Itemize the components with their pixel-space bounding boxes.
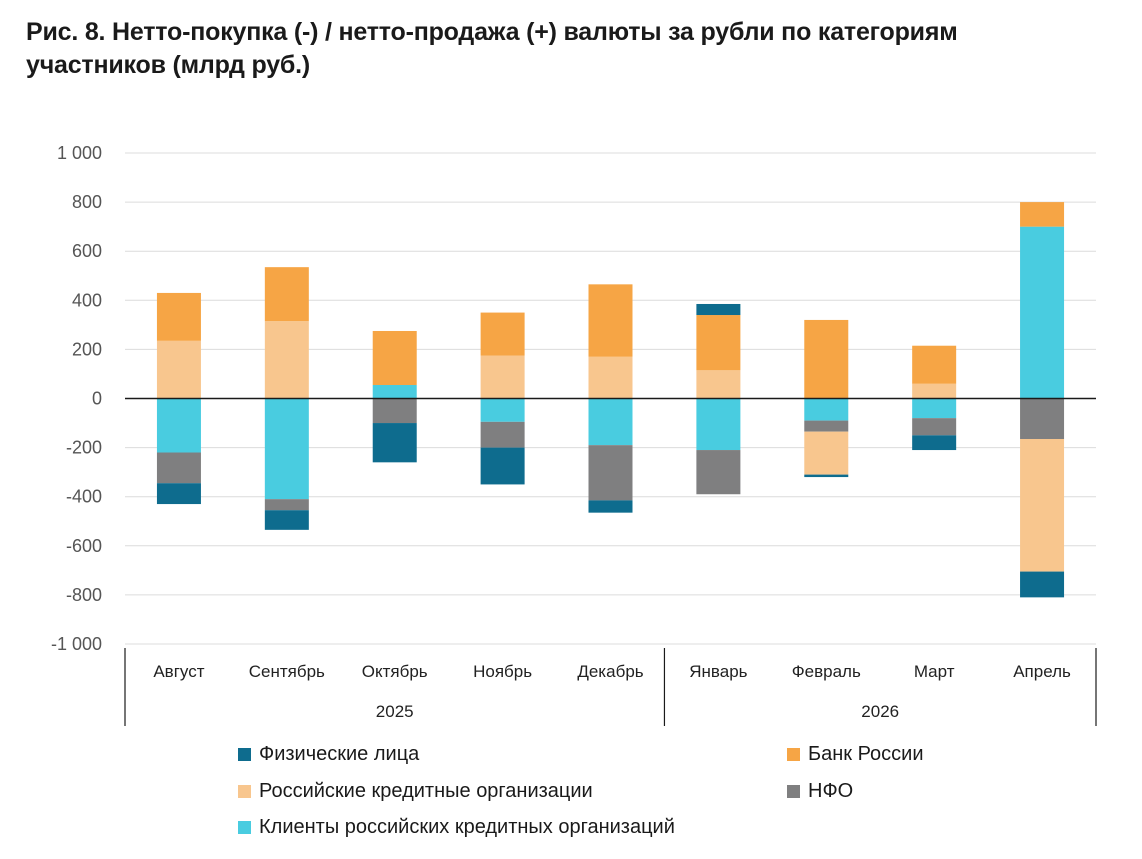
x-category-label: Ноябрь (473, 662, 532, 681)
bar-segment-fiz (264, 510, 309, 530)
x-category-label: Февраль (792, 662, 861, 681)
bar-segment-rko (804, 431, 849, 475)
bar-segment-bank (588, 284, 633, 357)
bar-segment-nfo (696, 450, 741, 495)
x-group-label: 2026 (861, 702, 899, 721)
bar-segment-bank (1020, 202, 1065, 227)
x-group-label: 2025 (376, 702, 414, 721)
bar-segment-nfo (156, 452, 201, 484)
bar-segment-rko (156, 340, 201, 399)
bar-segment-nfo (912, 418, 957, 436)
bar-segment-bank (696, 315, 741, 371)
bar-segment-rko (264, 321, 309, 399)
x-category-label: Март (914, 662, 955, 681)
bar-segment-bank (804, 319, 849, 399)
y-tick-label: 800 (72, 192, 102, 212)
bar-segment-clients (696, 398, 741, 451)
bar-segment-rko (480, 355, 525, 399)
bar-segment-bank (264, 267, 309, 322)
y-tick-label: 1 000 (57, 143, 102, 163)
y-tick-label: -1 000 (51, 634, 102, 654)
bar-segment-clients (804, 398, 849, 421)
bar-segment-nfo (372, 398, 417, 424)
bar-segment-clients (480, 398, 525, 422)
y-tick-label: -600 (66, 536, 102, 556)
bar-segment-fiz (372, 423, 417, 463)
bar-segment-nfo (588, 445, 633, 501)
y-tick-label: 0 (92, 389, 102, 409)
bar-segment-rko (588, 356, 633, 399)
y-tick-label: -200 (66, 438, 102, 458)
bar-segment-rko (696, 370, 741, 399)
bar-segment-fiz (1020, 571, 1065, 598)
x-category-label: Апрель (1013, 662, 1071, 681)
bar-segment-fiz (804, 474, 849, 478)
x-category-label: Октябрь (362, 662, 428, 681)
bar-segment-clients (372, 384, 417, 399)
y-tick-label: -400 (66, 487, 102, 507)
bar-segment-bank (480, 312, 525, 356)
bar-segment-nfo (480, 421, 525, 448)
y-tick-label: -800 (66, 585, 102, 605)
bar-segment-clients (264, 398, 309, 500)
bar-segment-fiz (588, 500, 633, 513)
chart-title-line2: участников (млрд руб.) (26, 51, 311, 79)
y-tick-label: 200 (72, 339, 102, 359)
bar-segment-clients (156, 398, 201, 453)
bar-segment-clients (588, 398, 633, 446)
bar-segment-fiz (912, 435, 957, 451)
bar-segment-clients (1020, 226, 1065, 399)
bar-segment-nfo (264, 499, 309, 511)
chart-title: Рис. 8. Нетто-покупка (-) / нетто-продаж… (26, 16, 1126, 82)
bar-segment-fiz (480, 447, 525, 485)
bar-segment-bank (156, 292, 201, 341)
x-category-label: Январь (689, 662, 747, 681)
x-category-label: Август (153, 662, 204, 681)
y-tick-label: 600 (72, 241, 102, 261)
bar-segment-clients (912, 398, 957, 419)
chart-title-line1: Рис. 8. Нетто-покупка (-) / нетто-продаж… (26, 18, 958, 46)
bar-segment-rko (1020, 439, 1065, 572)
bar-segment-nfo (804, 420, 849, 432)
bar-segment-bank (912, 345, 957, 384)
bar-segment-fiz (156, 483, 201, 505)
x-category-label: Сентябрь (249, 662, 325, 681)
bar-segment-nfo (1020, 398, 1065, 440)
bar-segment-fiz (696, 303, 741, 316)
y-tick-label: 400 (72, 290, 102, 310)
bar-segment-bank (372, 330, 417, 385)
bar-segment-rko (912, 383, 957, 399)
x-category-label: Декабрь (577, 662, 643, 681)
